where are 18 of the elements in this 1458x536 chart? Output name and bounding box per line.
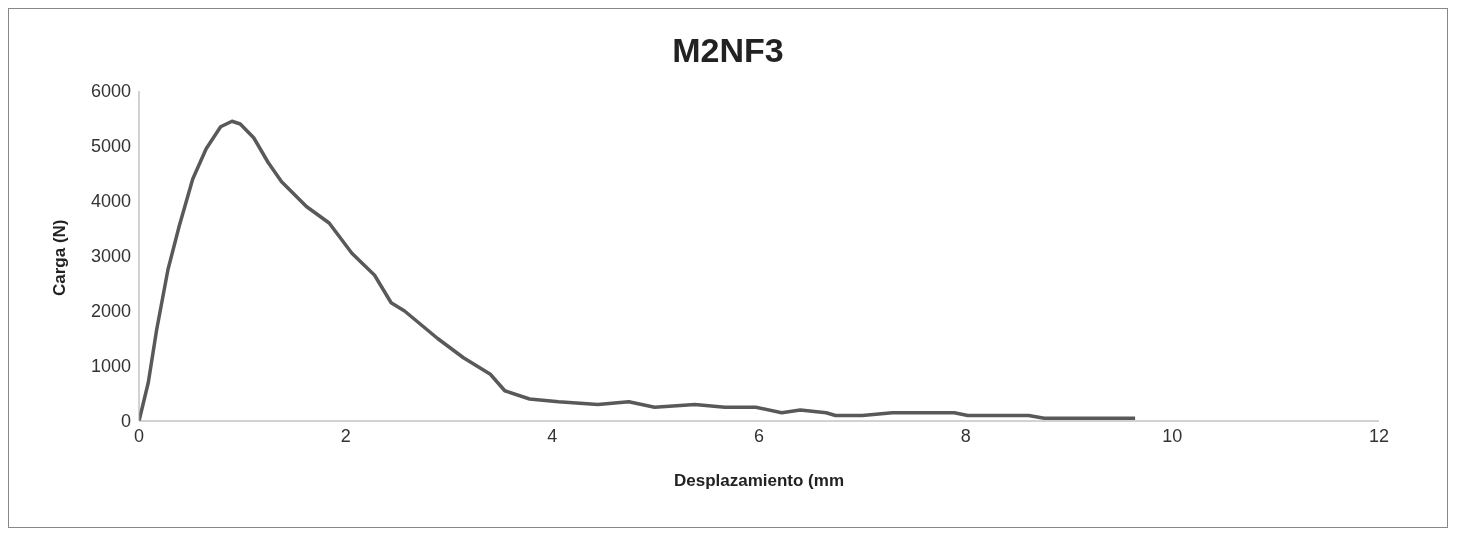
y-axis-title: Carga (N) bbox=[50, 219, 70, 296]
x-tick-label: 6 bbox=[753, 425, 765, 446]
x-tick-label: 12 bbox=[1368, 425, 1390, 446]
y-tick-label: 1000 bbox=[90, 356, 131, 377]
chart-title: M2NF3 bbox=[671, 31, 785, 71]
x-axis-title: Desplazamiento (mm bbox=[673, 471, 845, 490]
y-tick-label: 2000 bbox=[90, 301, 131, 322]
x-tick-label: 2 bbox=[340, 425, 351, 446]
x-tick-label: 10 bbox=[1162, 425, 1183, 446]
y-tick-label: 6000 bbox=[90, 81, 131, 102]
x-tick-label: 0 bbox=[133, 425, 145, 446]
y-tick-label: 0 bbox=[120, 411, 131, 432]
x-tick-label: 8 bbox=[960, 425, 971, 446]
y-tick-label: 4000 bbox=[90, 191, 131, 212]
y-tick-label: 5000 bbox=[90, 136, 131, 157]
x-tick-label: 4 bbox=[547, 425, 558, 446]
line-series bbox=[139, 119, 1137, 421]
y-tick-label: 3000 bbox=[90, 246, 131, 267]
